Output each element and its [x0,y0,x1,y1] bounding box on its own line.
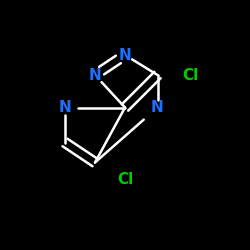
Text: N: N [88,68,102,82]
Text: N: N [58,100,71,115]
Text: N: N [119,48,132,62]
Text: Cl: Cl [117,172,133,188]
Text: N: N [151,100,164,115]
Text: Cl: Cl [182,68,198,82]
